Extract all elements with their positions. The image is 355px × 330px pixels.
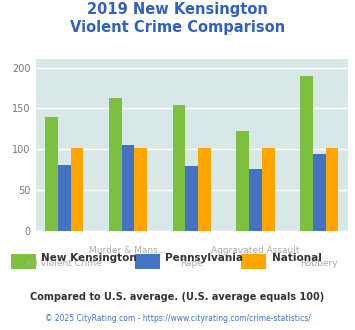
Bar xyxy=(236,131,249,231)
Text: Rape: Rape xyxy=(180,259,203,268)
Bar xyxy=(173,105,185,231)
Bar xyxy=(121,145,134,231)
Bar xyxy=(198,148,211,231)
Text: © 2025 CityRating.com - https://www.cityrating.com/crime-statistics/: © 2025 CityRating.com - https://www.city… xyxy=(45,314,310,323)
Bar xyxy=(134,148,147,231)
Text: National: National xyxy=(272,253,321,263)
Bar xyxy=(58,165,71,231)
Text: Robbery: Robbery xyxy=(300,259,338,268)
Bar xyxy=(313,154,326,231)
Text: Aggravated Assault: Aggravated Assault xyxy=(211,246,300,255)
Text: New Kensington: New Kensington xyxy=(41,253,137,263)
Bar xyxy=(45,116,58,231)
Text: 2019 New Kensington: 2019 New Kensington xyxy=(87,2,268,16)
Bar xyxy=(71,148,83,231)
Text: Murder & Mans...: Murder & Mans... xyxy=(89,246,166,255)
Bar xyxy=(109,98,121,231)
Bar xyxy=(326,148,338,231)
Text: Compared to U.S. average. (U.S. average equals 100): Compared to U.S. average. (U.S. average … xyxy=(31,292,324,302)
Bar xyxy=(249,169,262,231)
Bar xyxy=(185,166,198,231)
Text: All Violent Crime: All Violent Crime xyxy=(26,259,102,268)
Text: Violent Crime Comparison: Violent Crime Comparison xyxy=(70,20,285,35)
Text: Pennsylvania: Pennsylvania xyxy=(165,253,243,263)
Bar xyxy=(300,76,313,231)
Bar xyxy=(262,148,274,231)
